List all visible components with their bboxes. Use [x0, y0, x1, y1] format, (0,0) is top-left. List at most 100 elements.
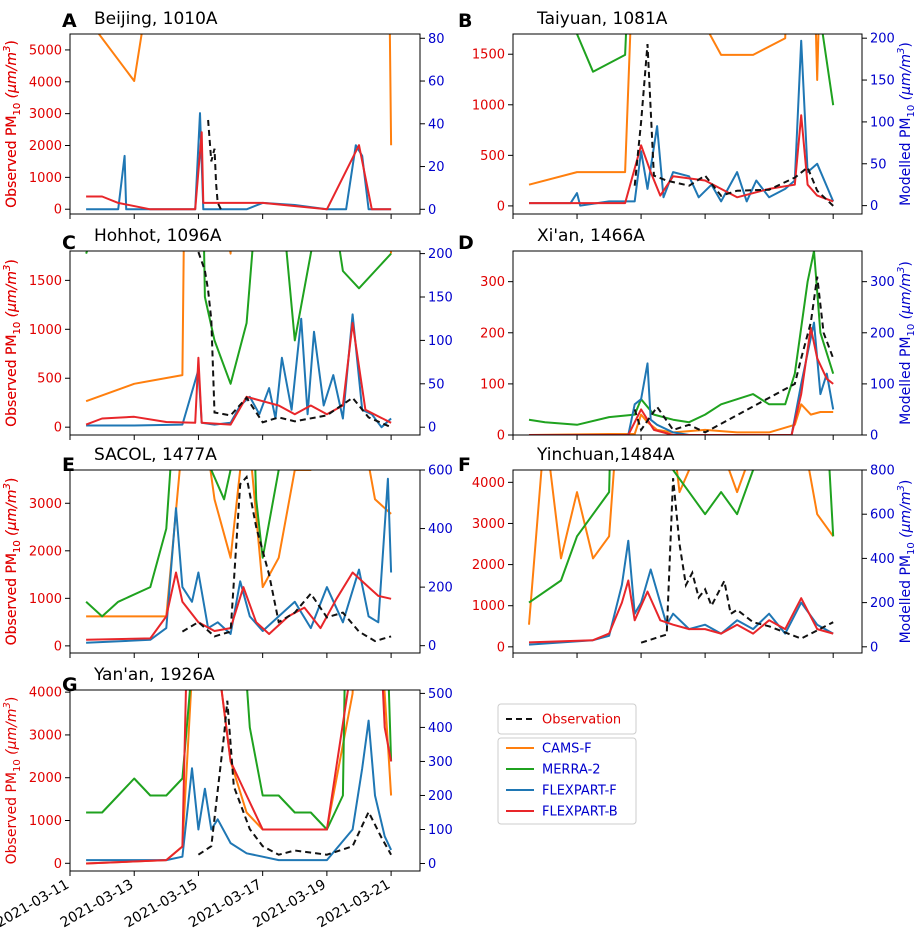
panel-letter: C [62, 232, 76, 254]
y-right-tick-label: 0 [428, 421, 436, 436]
y-left-tick-label: 4000 [29, 75, 62, 90]
y-right-tick-label: 100 [428, 823, 453, 838]
series-lines [85, 251, 393, 429]
series-observation [633, 44, 834, 207]
y-left-label: Observed PM10 (μm/m3) [2, 697, 23, 865]
y-right-label: Modelled PM10 (μm/m3) [896, 42, 917, 206]
series-observation [197, 700, 392, 856]
series-cams-f [528, 403, 834, 435]
y-left-tick-label: 3000 [29, 497, 62, 512]
plot-frame [512, 469, 863, 654]
panel-title: Yan'an, 1926A [93, 665, 215, 685]
y-left-tick-label: 2000 [472, 558, 505, 573]
y-left-tick-label: 0 [54, 421, 62, 436]
panel-letter: F [458, 454, 471, 476]
series-lines [528, 34, 835, 207]
y-left-tick-label: 0 [54, 857, 62, 872]
y-left-tick-label: 3000 [472, 517, 505, 532]
series-flexpart-f [86, 477, 393, 644]
panel-E: E SACOL, 1477A 0 1000 2000 3000 0 200 400 600 Obse… [2, 445, 453, 658]
series-cams-f [85, 251, 393, 403]
series-observation [207, 119, 222, 210]
y-right-tick-label: 200 [870, 596, 895, 611]
y-right-tick-label: 200 [870, 32, 895, 47]
series-flexpart-b [529, 114, 834, 205]
shared-x-axis: 2021-03-112021-03-132021-03-152021-03-17… [0, 877, 393, 932]
series-flexpart-b [86, 690, 393, 865]
y-left-tick-label: 5000 [29, 43, 62, 58]
y-right-tick-label: 200 [428, 789, 453, 804]
y-right-tick-label: 0 [428, 639, 436, 654]
y-left-tick-label: 2000 [29, 544, 62, 559]
panel-title: SACOL, 1477A [94, 445, 217, 465]
y-right-tick-label: 400 [428, 721, 453, 736]
y-left-label: Observed PM10 (μm/m3) [2, 259, 23, 427]
y-right-tick-label: 0 [870, 429, 878, 444]
panel-F: F Yinchuan,1484A0100020003000400002004006… [2, 445, 917, 658]
y-left-tick-label: 1000 [472, 599, 505, 614]
y-right-tick-label: 100 [870, 377, 895, 392]
y-right-tick-label: 300 [428, 755, 453, 770]
y-right-tick-label: 50 [870, 157, 887, 172]
y-right-tick-label: 0 [870, 640, 878, 655]
y-right-label: Modelled PM10 (μm/m3) [896, 261, 917, 425]
series-cams-f [86, 690, 393, 865]
y-left-tick-label: 1500 [29, 274, 62, 289]
legend-label-merra-2: MERRA-2 [542, 763, 601, 778]
y-right-tick-label: 50 [428, 377, 445, 392]
series-merra-2 [575, 34, 835, 106]
y-left-tick-label: 4000 [472, 476, 505, 491]
y-right-tick-label: 400 [870, 552, 895, 567]
y-left-tick-label: 2000 [29, 771, 62, 786]
series-observation [633, 276, 835, 434]
panels: A Beijing, 1010A0100020003000400050000204… [2, 9, 917, 876]
series-lines [528, 470, 835, 646]
series-flexpart-b [86, 571, 392, 641]
series-cams-f [528, 34, 820, 186]
series-lines [528, 251, 835, 435]
panel-title: Hohhot, 1096A [94, 226, 222, 246]
legend-label-flexpart-f: FLEXPART-F [542, 784, 617, 799]
series-flexpart-f [86, 112, 392, 211]
series-flexpart-b [529, 326, 834, 435]
y-right-tick-label: 200 [428, 247, 453, 262]
y-left-label: Observed PM10 (μm/m3) [2, 259, 23, 427]
panel-G: G Yan'an, 1926A01000200030004000010020030… [2, 665, 453, 876]
y-left-tick-label: 3000 [29, 728, 62, 743]
series-flexpart-f [86, 719, 393, 862]
y-right-tick-label: 20 [428, 160, 445, 175]
y-left-label: Observed PM10 (μm/m3) [2, 478, 23, 646]
series-lines [86, 34, 393, 211]
y-right-tick-label: 800 [870, 464, 895, 479]
series-flexpart-b [86, 131, 392, 211]
y-right-tick-label: 400 [428, 522, 453, 537]
legend-label-cams-f: CAMS-F [542, 742, 592, 757]
series-merra-2 [85, 470, 280, 618]
y-left-tick-label: 100 [480, 377, 505, 392]
panel-letter: B [458, 10, 472, 32]
y-right-tick-label: 500 [428, 687, 453, 702]
legend-label-observation: Observation [542, 713, 621, 728]
legend-box-observation [497, 703, 637, 735]
y-left-label: Observed PM10 (μm/m3) [2, 478, 23, 646]
panel-title: Yinchuan,1484A [536, 445, 675, 465]
y-left-tick-label: 1000 [29, 171, 62, 186]
y-left-tick-label: 0 [54, 639, 62, 654]
panel-title: Beijing, 1010A [94, 9, 218, 29]
series-cams-f [86, 470, 392, 618]
y-left-tick-label: 2000 [29, 139, 62, 154]
y-right-tick-label: 600 [870, 508, 895, 523]
series-lines [85, 470, 393, 644]
panel-title: Xi'an, 1466A [537, 226, 645, 246]
y-left-tick-label: 1000 [29, 814, 62, 829]
y-right-tick-label: 150 [428, 291, 453, 306]
y-right-tick-label: 150 [870, 74, 895, 89]
series-merra-2 [528, 251, 835, 426]
plot-frame [69, 689, 421, 872]
y-right-tick-label: 200 [870, 326, 895, 341]
series-flexpart-b [528, 579, 834, 644]
panel-title: Taiyuan, 1081A [536, 9, 668, 29]
series-cams-f [528, 470, 835, 625]
series-flexpart-b [85, 322, 392, 426]
y-left-tick-label: 500 [480, 149, 505, 164]
